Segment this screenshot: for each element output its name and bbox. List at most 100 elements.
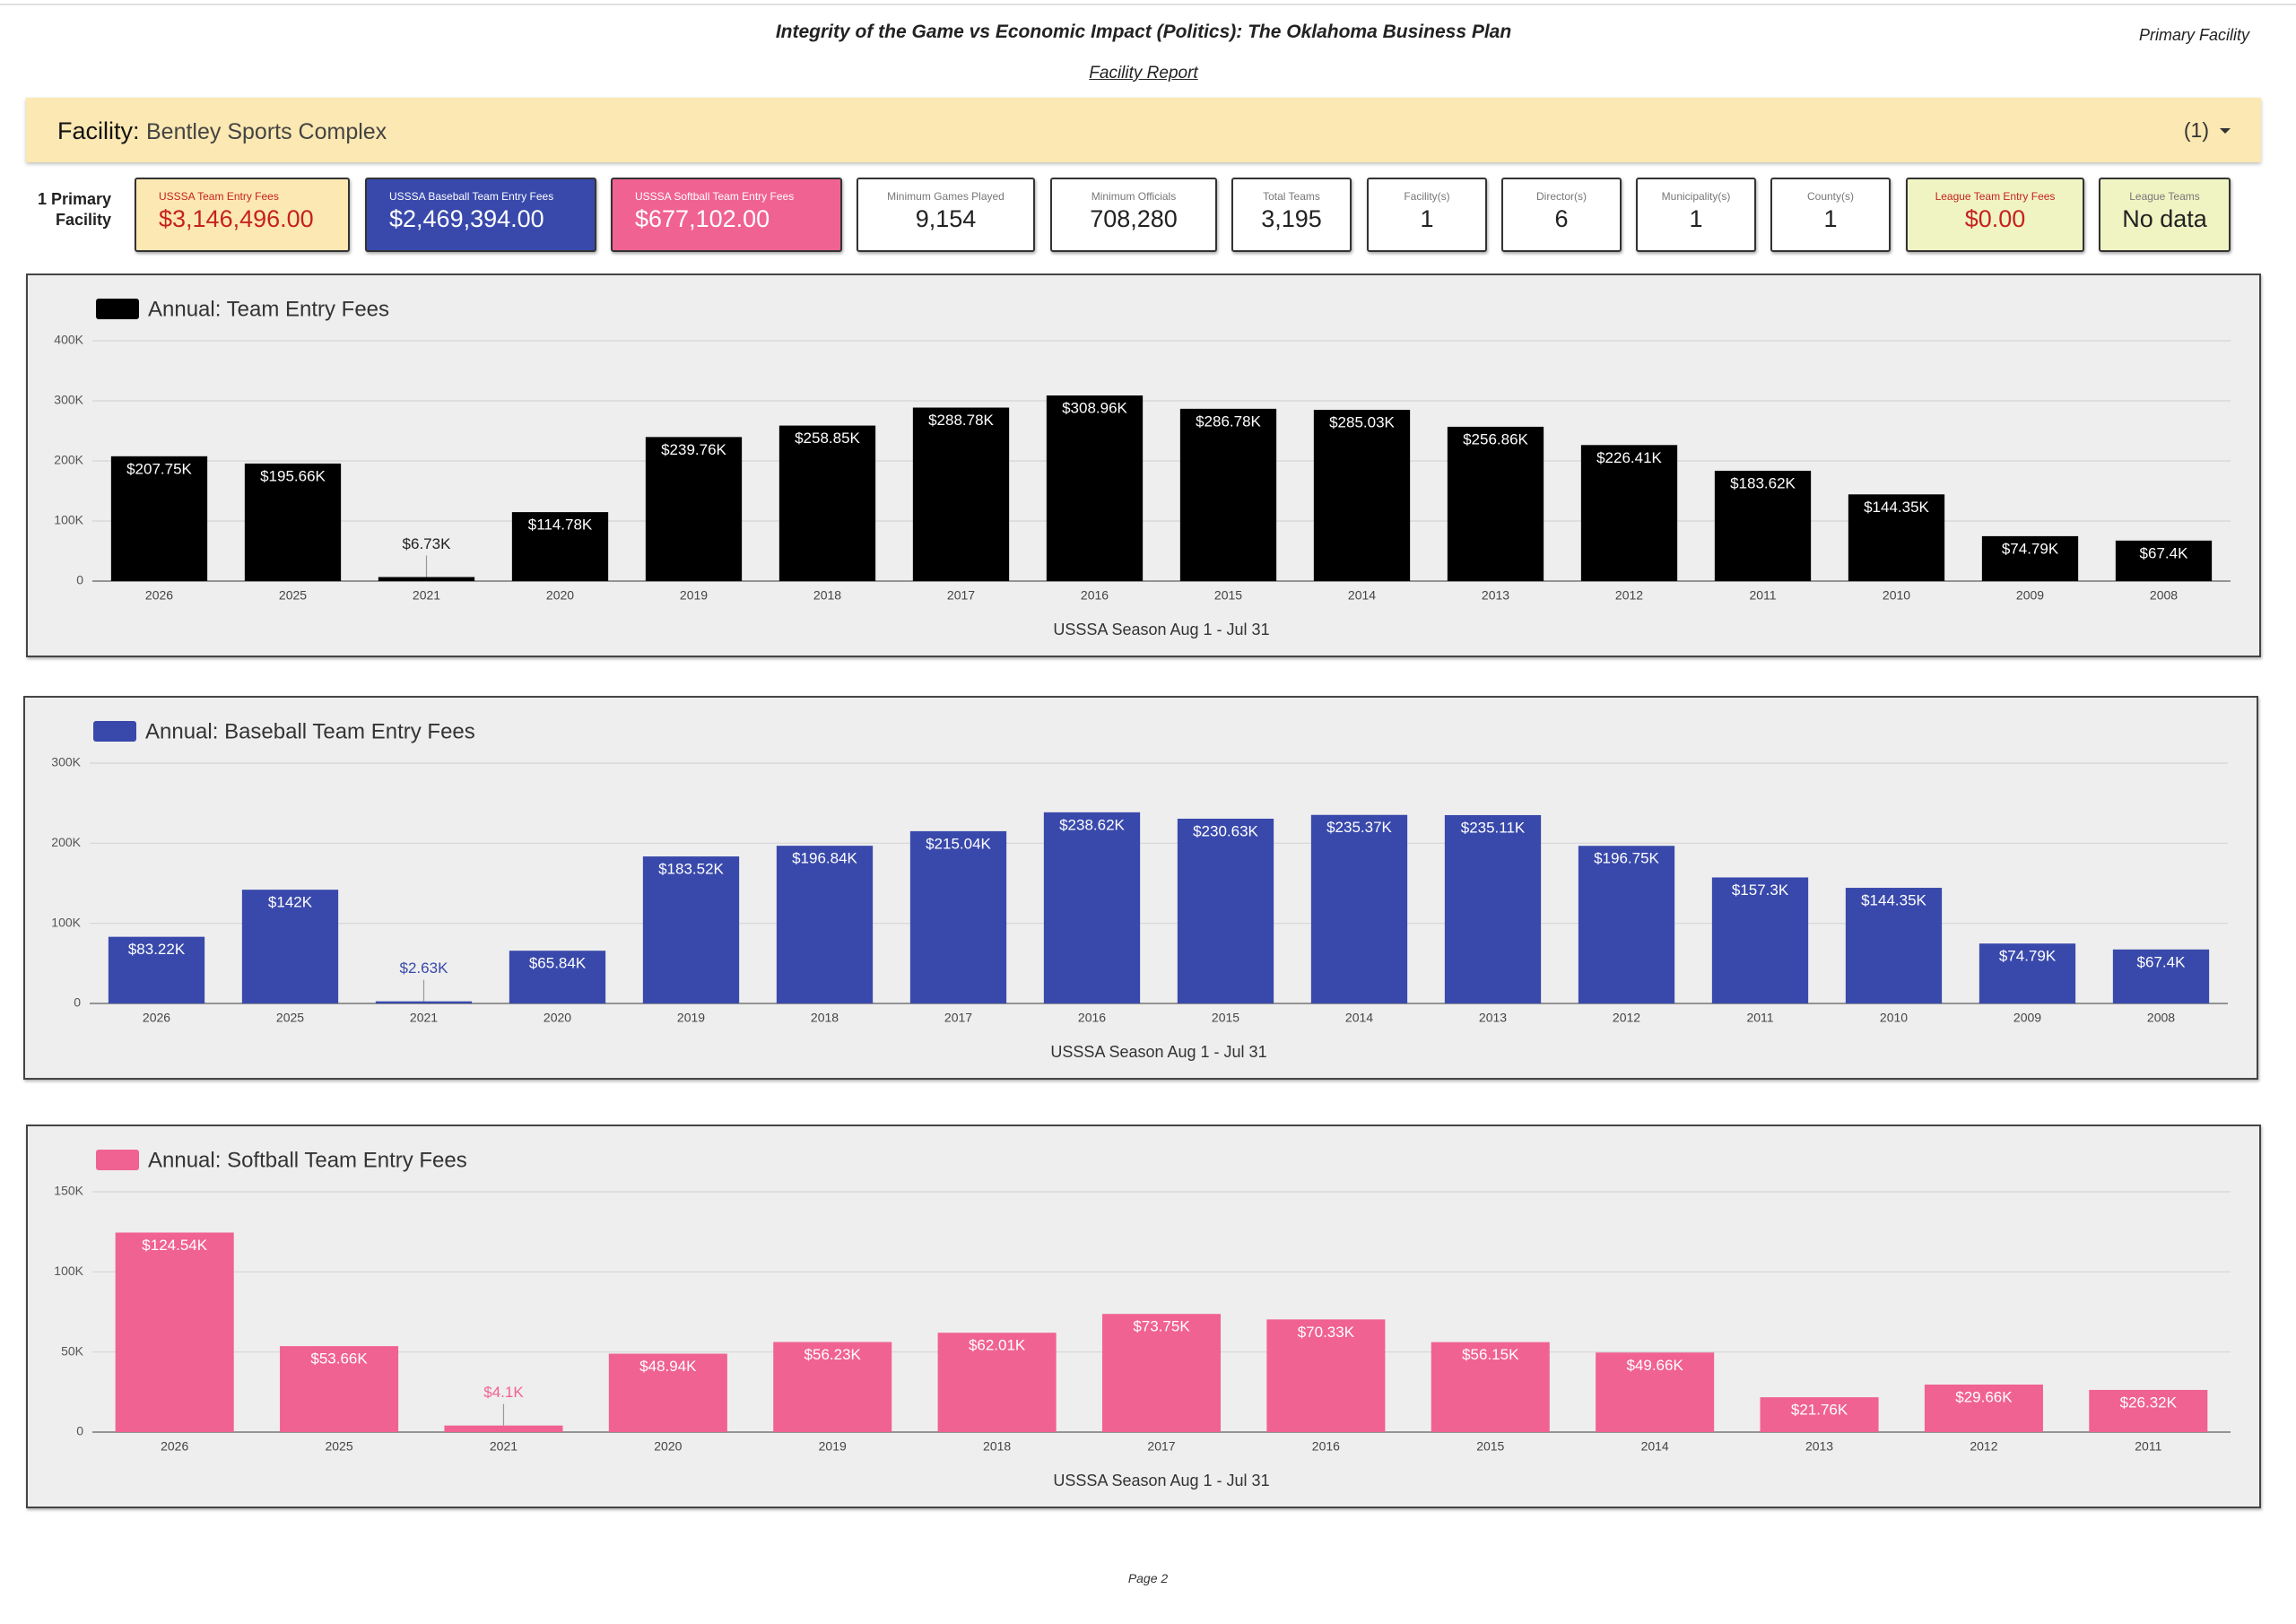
- value-label: $142K: [268, 894, 313, 911]
- y-tick-label: 400K: [54, 333, 83, 347]
- value-label: $256.86K: [1463, 430, 1528, 447]
- chart: 0 50K 100K 150K Annual: Softball Team Entry …: [54, 1148, 2231, 1489]
- scorecard-value: 3,195: [1261, 205, 1322, 232]
- y-tick-label: 300K: [51, 755, 81, 769]
- scorecard: League Teams No data: [2099, 178, 2231, 252]
- value-label: $144.35K: [1861, 892, 1926, 909]
- value-label: $258.85K: [795, 430, 860, 447]
- value-label: $288.78K: [928, 412, 994, 429]
- value-label: $285.03K: [1329, 414, 1395, 431]
- bar: [909, 830, 1007, 1003]
- scorecard: Facility(s) 1: [1367, 178, 1487, 252]
- bar: [1043, 812, 1141, 1003]
- value-label: $238.62K: [1059, 816, 1125, 833]
- facility-name: Bentley Sports Complex: [146, 119, 387, 144]
- value-label: $195.66K: [260, 467, 326, 484]
- top-border: [0, 4, 2296, 5]
- scorecard: Municipality(s) 1: [1636, 178, 1756, 252]
- x-tick-label: 2012: [1970, 1439, 1997, 1454]
- scorecard-value: 9,154: [915, 205, 977, 232]
- x-tick-label: 2017: [947, 588, 975, 603]
- value-label: $235.11K: [1461, 819, 1526, 836]
- value-label: $21.76K: [1791, 1402, 1848, 1419]
- scorecard-value: 708,280: [1090, 205, 1178, 232]
- x-tick-label: 2018: [813, 588, 841, 603]
- x-tick-label: 2008: [2150, 588, 2178, 603]
- bar: [115, 1232, 234, 1432]
- y-tick-label: 200K: [54, 453, 83, 467]
- value-label: $207.75K: [126, 460, 192, 477]
- y-tick-label: 200K: [51, 835, 81, 849]
- bar: [645, 437, 743, 581]
- x-tick-label: 2019: [677, 1011, 705, 1025]
- scorecard-value: 1: [1420, 205, 1434, 232]
- scorecard: USSSA Baseball Team Entry Fees $2,469,394…: [365, 178, 596, 252]
- bar: [1310, 814, 1408, 1003]
- value-label: $73.75K: [1133, 1318, 1190, 1335]
- x-tick-label: 2012: [1615, 588, 1643, 603]
- value-label: $48.94K: [639, 1358, 697, 1375]
- bar: [110, 456, 208, 581]
- x-tick-label: 2020: [544, 1011, 571, 1025]
- value-label: $53.66K: [310, 1350, 368, 1368]
- value-label: $239.76K: [661, 441, 726, 458]
- bar: [378, 577, 475, 581]
- legend-swatch: [96, 1150, 139, 1170]
- bar: [912, 407, 1010, 581]
- x-axis-title: USSSA Season Aug 1 - Jul 31: [1053, 1472, 1269, 1489]
- scorecard-value: 1: [1823, 205, 1838, 232]
- bar: [1596, 1352, 1715, 1432]
- scorecard-label: County(s): [1806, 190, 1854, 203]
- scorecard-label: USSSA Softball Team Entry Fees: [635, 190, 795, 203]
- scorecard-value: $677,102.00: [635, 205, 770, 232]
- bar: [1266, 1319, 1386, 1432]
- scorecard-label: USSSA Baseball Team Entry Fees: [389, 190, 554, 203]
- x-tick-label: 2018: [983, 1439, 1011, 1454]
- x-tick-label: 2013: [1805, 1439, 1833, 1454]
- x-tick-label: 2018: [811, 1011, 839, 1025]
- facility-count[interactable]: (1): [2183, 118, 2209, 142]
- x-tick-label: 2014: [1345, 1011, 1373, 1025]
- y-tick-label: 0: [76, 573, 83, 587]
- x-tick-label: 2014: [1348, 588, 1376, 603]
- bar: [1848, 494, 1945, 581]
- corner-label: Primary Facility: [2138, 26, 2249, 44]
- chart-panel: 0 100K 200K 300K 400K Annual: Team Entry Fees…: [26, 274, 2261, 657]
- value-label: $29.66K: [1955, 1388, 2013, 1405]
- scorecard-label: Facility(s): [1404, 190, 1450, 203]
- bar: [776, 846, 874, 1003]
- scorecard-label: Total Teams: [1263, 190, 1320, 203]
- dropdown-caret[interactable]: [2220, 128, 2231, 134]
- value-label: $65.84K: [529, 955, 587, 972]
- bar: [2115, 540, 2213, 581]
- bar: [1179, 408, 1277, 581]
- x-tick-label: 2016: [1312, 1439, 1340, 1454]
- scorecard-label: Municipality(s): [1661, 190, 1731, 203]
- value-label: $286.78K: [1196, 413, 1261, 430]
- bar: [1313, 410, 1411, 581]
- scorecard: Minimum Officials 708,280: [1050, 178, 1217, 252]
- x-tick-label: 2013: [1482, 588, 1509, 603]
- report-subtitle: Facility Report: [1089, 64, 1198, 83]
- report-title: Integrity of the Game vs Economic Impact…: [775, 22, 1512, 42]
- value-label: $26.32K: [2120, 1394, 2178, 1411]
- scorecard: County(s) 1: [1770, 178, 1891, 252]
- value-label: $74.79K: [1999, 948, 2057, 965]
- page-number: Page 2: [1127, 1571, 1169, 1585]
- value-label: $183.52K: [658, 861, 724, 878]
- scorecard-label: USSSA Team Entry Fees: [159, 190, 279, 203]
- legend-label: Annual: Softball Team Entry Fees: [148, 1148, 467, 1172]
- bar: [108, 936, 205, 1003]
- x-tick-label: 2011: [2135, 1439, 2161, 1454]
- scorecard: League Team Entry Fees $0.00: [1906, 178, 2084, 252]
- legend-label: Annual: Baseball Team Entry Fees: [145, 719, 475, 743]
- bar: [1444, 814, 1542, 1003]
- value-label: $114.78K: [528, 517, 593, 534]
- scorecard-label: Minimum Games Played: [887, 190, 1004, 203]
- bar: [778, 425, 876, 581]
- bar: [608, 1353, 727, 1432]
- scorecard: Director(s) 6: [1501, 178, 1622, 252]
- x-tick-label: 2025: [279, 588, 307, 603]
- bar: [1580, 445, 1678, 581]
